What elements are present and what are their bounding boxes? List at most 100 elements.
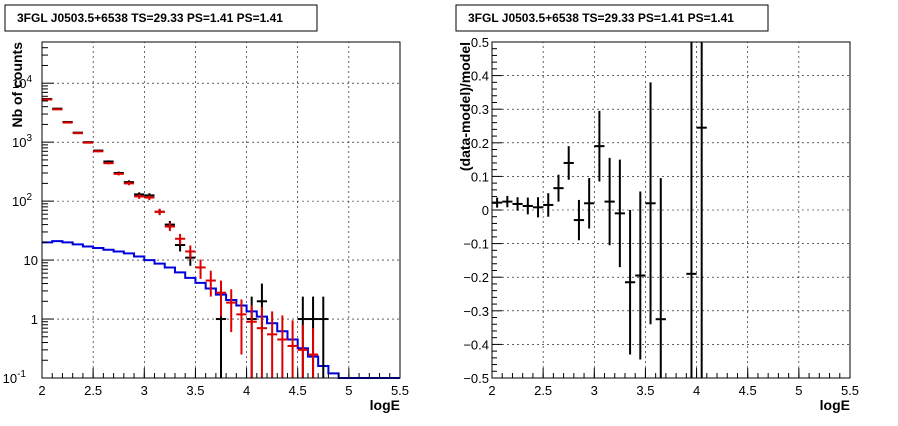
right-y-tick-label: −0.3 (463, 304, 489, 319)
model-point (195, 259, 206, 279)
model-point (287, 320, 298, 378)
left-pad (1, 1, 445, 420)
model-point (62, 121, 73, 124)
model-point (215, 280, 227, 317)
right-title-box: 3FGL J0503.5+6538 TS=29.33 PS=1.41 PS=1.… (455, 4, 769, 32)
model-point (52, 108, 63, 111)
residual-point (512, 197, 523, 211)
right-chart-title: 3FGL J0503.5+6538 TS=29.33 PS=1.41 PS=1.… (468, 11, 734, 25)
left-x-tick-label: 4.5 (289, 383, 307, 398)
residual-point (614, 159, 625, 268)
model-point (82, 141, 94, 144)
left-x-tick-label: 2.5 (84, 383, 102, 398)
model-point (103, 161, 114, 165)
right-y-tick-label: 0.1 (471, 169, 489, 184)
right-y-tick-label: 0.4 (471, 69, 489, 84)
model-point (123, 181, 135, 186)
model-point (174, 233, 186, 245)
model-point (277, 315, 288, 378)
right-y-tick-label: −0.5 (463, 371, 489, 386)
right-ticks: 2 2.5 3 3.5 4 4.5 5 5.5 −0.5 −0.4 −0.3 −0.2 −0.1 0 0.1… (463, 35, 859, 398)
model-point (256, 307, 268, 378)
model-point (144, 195, 155, 201)
residual-point (624, 210, 636, 355)
model-point (226, 289, 237, 333)
left-x-tick-label: 5 (345, 383, 352, 398)
left-chart-title: 3FGL J0503.5+6538 TS=29.33 PS=1.41 PS=1.… (17, 11, 283, 25)
residual-point (573, 199, 585, 241)
residual-point (563, 146, 574, 180)
left-y-tick-label: 10 (24, 253, 38, 268)
model-point (134, 194, 145, 199)
residual-point (502, 195, 513, 208)
left-x-tick-label: 3 (141, 383, 148, 398)
residual-point (686, 42, 697, 378)
right-grid (492, 42, 850, 378)
model-point (246, 305, 257, 378)
model-point (185, 245, 196, 260)
model-point (267, 311, 278, 378)
left-x-tick-label: 3.5 (186, 383, 204, 398)
left-x-tick-label: 4 (243, 383, 250, 398)
model-point (72, 132, 83, 135)
right-y-tick-label: −0.4 (463, 337, 489, 352)
residual-point (655, 178, 666, 378)
residual-point (522, 197, 533, 215)
model-point (205, 270, 216, 297)
model-point (113, 172, 124, 176)
left-marks (42, 97, 400, 379)
residual-point (604, 157, 615, 246)
right-x-axis-title: logE (820, 397, 850, 413)
right-pad (453, 1, 897, 420)
left-x-tick-label: 2 (38, 383, 45, 398)
left-x-tick-label: 5.5 (391, 383, 409, 398)
left-ticks: 2 2.5 3 3.5 4 4.5 5 5.5 10-1 1 10 102 103 104 (3, 41, 409, 398)
residual-point (645, 82, 656, 325)
right-x-tick-label: 3 (591, 383, 598, 398)
residual-point (543, 193, 554, 217)
left-x-axis-title: logE (370, 397, 400, 413)
right-x-tick-label: 2.5 (534, 383, 552, 398)
residual-point (532, 197, 544, 218)
right-x-tick-label: 3.5 (636, 383, 654, 398)
right-y-tick-label: 0 (482, 203, 489, 218)
model-point (42, 98, 53, 101)
residual-point (553, 174, 564, 202)
right-y-axis-title: (data-model)/model (457, 42, 473, 171)
residual-point (696, 42, 707, 378)
right-marks (492, 42, 707, 378)
left-y-axis-title: Nb of counts (9, 42, 25, 128)
right-y-tick-label: 0.3 (471, 102, 489, 117)
right-x-tick-label: 4 (693, 383, 700, 398)
right-x-tick-label: 2 (488, 383, 495, 398)
right-y-tick-label: −0.2 (463, 270, 489, 285)
model-point (93, 150, 104, 153)
right-y-tick-label: 0.2 (471, 136, 489, 151)
residual-point (635, 191, 646, 360)
left-title-box: 3FGL J0503.5+6538 TS=29.33 PS=1.41 PS=1.… (4, 4, 318, 32)
data-point (318, 296, 329, 378)
left-y-tick-label: 1 (31, 312, 38, 327)
left-y-tick-label: 103 (12, 133, 32, 150)
residual-point (584, 178, 595, 229)
left-title-frame (4, 4, 318, 32)
right-x-tick-label: 5 (795, 383, 802, 398)
model-point (297, 324, 308, 378)
right-y-tick-label: −0.1 (463, 237, 489, 252)
model-point (236, 299, 247, 355)
residual-point (594, 110, 605, 182)
right-title-frame (455, 4, 769, 32)
model-point (307, 328, 319, 378)
right-y-tick-label: 0.5 (471, 35, 489, 50)
background-step-line (42, 240, 400, 379)
residual-point (492, 197, 503, 208)
left-y-tick-label: 102 (12, 192, 32, 209)
left-y-tick-label: 104 (12, 74, 32, 91)
right-x-tick-label: 4.5 (739, 383, 757, 398)
model-point (164, 222, 175, 232)
right-x-tick-label: 5.5 (841, 383, 859, 398)
left-y-tick-label: 10-1 (3, 369, 27, 386)
model-point (154, 208, 165, 216)
